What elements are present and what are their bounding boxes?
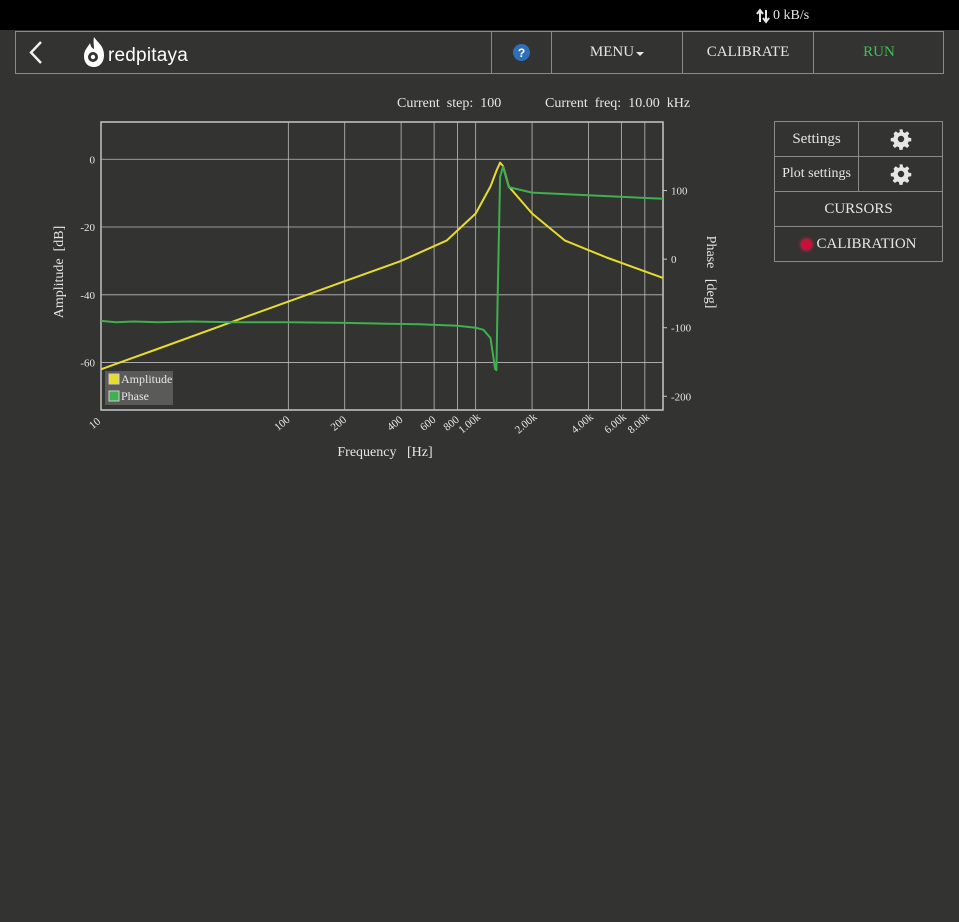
plot-settings-row: Plot settings — [774, 156, 943, 191]
current-step-label: Current step: — [397, 96, 474, 111]
calibration-label: CALIBRATION — [816, 235, 917, 252]
gear-icon — [890, 164, 911, 185]
plot-settings-button[interactable]: Plot settings — [775, 157, 859, 191]
y-tick-labels: 0 -20 -40 -60 — [80, 154, 95, 369]
y-axis-label: Amplitude [dB] — [52, 226, 67, 319]
legend-label-amplitude: Amplitude — [121, 372, 172, 386]
y2-tick-label: 100 — [671, 186, 688, 198]
x-tick-label: 2.00k — [513, 411, 540, 436]
run-label: RUN — [863, 44, 895, 60]
menu-button[interactable]: MENU — [551, 32, 682, 73]
y-tick-label: 0 — [90, 154, 96, 166]
cursors-row: CURSORS — [774, 191, 943, 226]
calibrate-label: CALIBRATE — [706, 44, 790, 60]
flame-logo-icon — [84, 37, 104, 67]
back-button[interactable] — [26, 39, 48, 67]
calibration-status-dot — [800, 238, 812, 250]
x-tick-label: 200 — [329, 413, 350, 433]
calibration-row: CALIBRATION — [774, 226, 943, 262]
help-button[interactable]: ? — [491, 32, 551, 73]
calibration-button[interactable]: CALIBRATION — [775, 227, 942, 261]
redpitaya-logo: redpitaya — [82, 37, 188, 68]
legend: Amplitude Phase — [105, 371, 173, 405]
calibrate-button[interactable]: CALIBRATE — [682, 32, 813, 73]
caret-down-icon — [636, 51, 645, 56]
x-tick-label: 1.00k — [456, 411, 483, 436]
plot-settings-gear-button[interactable] — [859, 157, 942, 191]
x-axis-label: Frequency [Hz] — [337, 445, 432, 460]
plot-settings-label: Plot settings — [782, 166, 851, 181]
x-tick-label: 600 — [418, 413, 439, 433]
current-freq-label: Current freq: — [545, 96, 622, 111]
series-lines — [101, 161, 663, 372]
current-step-value: 100 — [480, 96, 502, 111]
cursors-label: CURSORS — [824, 200, 893, 217]
y2-tick-label: 0 — [671, 254, 677, 266]
legend-label-phase: Phase — [121, 389, 149, 403]
navbar: redpitaya ? MENU CALIBRATE RUN — [15, 31, 944, 74]
y2-tick-label: -200 — [671, 391, 692, 403]
plot-area[interactable] — [100, 121, 664, 411]
run-button[interactable]: RUN — [813, 32, 944, 73]
y2-tick-label: -100 — [671, 323, 692, 335]
side-panel: Settings Plot settings CURSORS CALIBRATI… — [774, 121, 943, 262]
current-freq-value: 10.00 kHz — [628, 96, 691, 111]
grid — [100, 122, 663, 410]
x-tick-label: 8.00k — [626, 411, 653, 436]
x-tick-label: 100 — [272, 413, 293, 433]
cursors-button[interactable]: CURSORS — [775, 192, 942, 226]
legend-swatch-phase — [108, 390, 120, 402]
settings-button[interactable]: Settings — [775, 122, 859, 156]
settings-gear-button[interactable] — [859, 122, 942, 156]
top-status-bar: 0 kB/s — [0, 0, 959, 30]
chevron-left-icon — [29, 41, 42, 64]
settings-label: Settings — [792, 130, 841, 147]
legend-swatch-amplitude — [108, 373, 120, 385]
y-tick-label: -60 — [80, 358, 95, 370]
y2-tick-labels: 100 0 -100 -200 — [663, 186, 692, 403]
menu-label: MENU — [589, 44, 635, 60]
y-tick-label: -20 — [80, 222, 95, 234]
series-line-phase — [101, 165, 663, 372]
x-tick-label: 4.00k — [569, 411, 596, 436]
current-step: Current step: 100 — [397, 96, 501, 112]
x-tick-label: 10 — [87, 415, 104, 432]
y-tick-label: -40 — [80, 290, 95, 302]
gear-icon — [890, 129, 911, 150]
y2-axis-label: Phase [deg] — [703, 236, 718, 309]
transfer-rate-value: 0 kB/s — [773, 8, 810, 23]
settings-row: Settings — [774, 121, 943, 156]
transfer-rate: 0 kB/s — [756, 8, 809, 24]
current-freq: Current freq: 10.00 kHz — [545, 96, 690, 112]
x-tick-label: 6.00k — [602, 411, 629, 436]
logo-text: redpitaya — [108, 45, 188, 66]
up-down-arrows-icon — [756, 8, 770, 24]
x-tick-label: 400 — [385, 413, 406, 433]
series-line-amplitude — [101, 161, 663, 371]
help-icon: ? — [513, 44, 530, 61]
